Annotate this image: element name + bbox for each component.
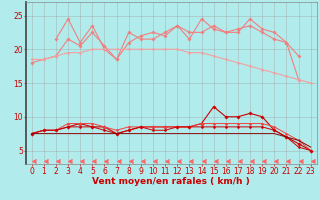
X-axis label: Vent moyen/en rafales ( km/h ): Vent moyen/en rafales ( km/h ) [92,177,250,186]
